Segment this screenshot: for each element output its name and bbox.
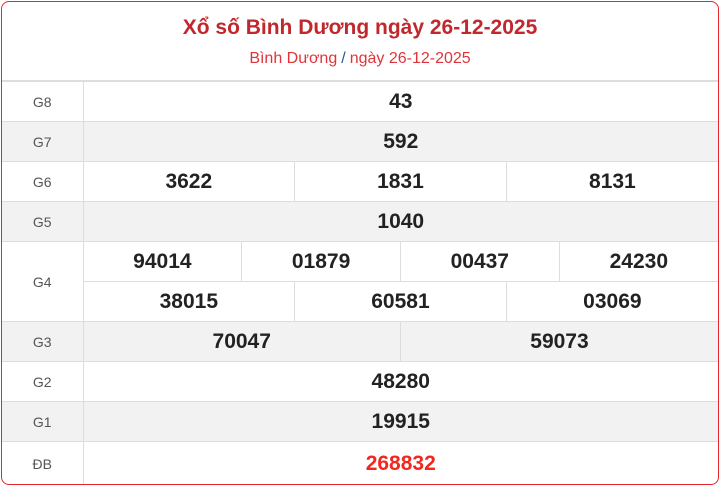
- prize-label: G3: [2, 321, 84, 362]
- prize-label: G6: [2, 161, 84, 202]
- prize-number: 59073: [399, 321, 718, 362]
- prize-number: 94014: [82, 241, 243, 282]
- prize-label: G8: [2, 81, 84, 122]
- prize-number: 38015: [83, 281, 296, 322]
- prize-row-g4-2: 38015 60581 03069: [2, 281, 718, 322]
- breadcrumb-province-link[interactable]: Bình Dương: [249, 50, 338, 67]
- prize-label: G2: [2, 361, 84, 402]
- prize-number: 592: [82, 121, 718, 162]
- prize-label: ĐB: [2, 441, 84, 484]
- prize-label: G5: [2, 201, 84, 242]
- prize-row-g8: G8 43: [2, 81, 718, 122]
- prize-row-g3: G3 70047 59073: [2, 321, 718, 362]
- prize-label: G7: [2, 121, 84, 162]
- prize-number: 19915: [82, 401, 718, 442]
- prize-number: 60581: [294, 281, 507, 322]
- prize-number: 8131: [505, 161, 718, 202]
- special-prize-number: 268832: [82, 441, 718, 484]
- prize-row-g7: G7 592: [2, 121, 718, 162]
- prize-number: 00437: [399, 241, 560, 282]
- prize-row-g1: G1 19915: [2, 401, 718, 442]
- prize-row-special: ĐB 268832: [2, 441, 718, 484]
- prize-number: 1831: [294, 161, 507, 202]
- prize-number: 01879: [241, 241, 401, 282]
- prize-row-g2: G2 48280: [2, 361, 718, 402]
- prize-number: 3622: [82, 161, 296, 202]
- prize-label: G4: [2, 241, 84, 322]
- prize-row-g6: G6 3622 1831 8131: [2, 161, 718, 202]
- results-table: G8 43 G7 592 G6 3622 1831 8131 G5 1040 G4 94014…: [2, 81, 718, 484]
- prize-row-g5: G5 1040: [2, 201, 718, 242]
- prize-number: 1040: [82, 201, 718, 242]
- prize-number: 70047: [82, 321, 401, 362]
- prize-number: 48280: [82, 361, 718, 402]
- header: Xổ số Bình Dương ngày 26-12-2025 Bình Dư…: [2, 2, 718, 81]
- prize-number: 03069: [505, 281, 718, 322]
- page-title: Xổ số Bình Dương ngày 26-12-2025: [182, 16, 538, 39]
- breadcrumb-date-link[interactable]: ngày 26-12-2025: [349, 50, 471, 67]
- prize-number: 24230: [558, 241, 718, 282]
- prize-row-g4: G4 94014 01879 00437 24230: [2, 241, 718, 322]
- breadcrumb-separator: /: [341, 50, 346, 67]
- prize-number: 43: [82, 81, 718, 122]
- breadcrumb: Bình Dương / ngày 26-12-2025: [2, 46, 718, 68]
- prize-label: G1: [2, 401, 84, 442]
